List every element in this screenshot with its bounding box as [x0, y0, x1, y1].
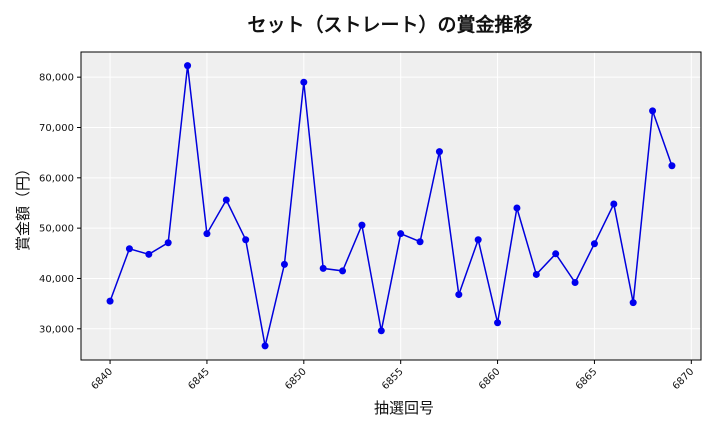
y-tick-label: 30,000 [39, 324, 74, 335]
x-tick-label: 6860 [477, 366, 503, 392]
y-tick-label: 80,000 [39, 73, 74, 84]
data-point [610, 200, 618, 208]
data-point [397, 230, 405, 238]
data-point [106, 297, 114, 305]
data-point [261, 342, 269, 350]
data-point [629, 299, 637, 307]
data-point [242, 236, 250, 244]
data-point [494, 319, 502, 327]
x-tick-label: 6870 [671, 366, 697, 392]
data-point [590, 240, 598, 248]
data-point [145, 250, 153, 258]
data-point [513, 204, 521, 212]
data-point [455, 291, 463, 299]
data-point [532, 270, 540, 278]
y-axis-label: 賞金額（円） [14, 161, 32, 251]
x-axis-label: 抽選回号 [374, 399, 434, 417]
x-tick-label: 6840 [89, 366, 115, 392]
x-axis: 6840 6845 6850 6855 6860 6865 6870 [89, 360, 696, 392]
data-point [571, 278, 579, 286]
data-point [649, 107, 657, 115]
data-point [668, 162, 676, 170]
data-point [435, 148, 443, 156]
data-point [358, 221, 366, 229]
data-point [377, 327, 385, 335]
data-point [339, 267, 347, 275]
series [106, 62, 676, 350]
data-point [280, 260, 288, 268]
y-tick-label: 70,000 [39, 123, 74, 134]
x-tick-label: 6845 [186, 366, 212, 392]
grid-lines [80, 51, 702, 361]
data-point [203, 230, 211, 238]
data-point [184, 62, 192, 70]
data-point [319, 264, 327, 272]
x-tick-label: 6850 [283, 366, 309, 392]
chart-title: セット（ストレート）の賞金推移 [247, 13, 532, 36]
x-tick-label: 6865 [574, 366, 600, 392]
y-tick-label: 50,000 [39, 224, 74, 235]
y-tick-label: 60,000 [39, 173, 74, 184]
data-point [164, 239, 172, 247]
plot-area [80, 51, 702, 361]
data-point [125, 245, 133, 253]
data-point [474, 236, 482, 244]
data-point [416, 238, 424, 246]
plot-frame [80, 51, 702, 361]
data-point [552, 250, 560, 258]
series-line [109, 65, 673, 347]
data-point [222, 196, 230, 204]
x-tick-label: 6855 [380, 366, 406, 392]
data-point [300, 78, 308, 86]
y-axis: 30,000 40,000 50,000 60,000 70,000 80,000 [39, 73, 81, 335]
y-tick-label: 40,000 [39, 274, 74, 285]
